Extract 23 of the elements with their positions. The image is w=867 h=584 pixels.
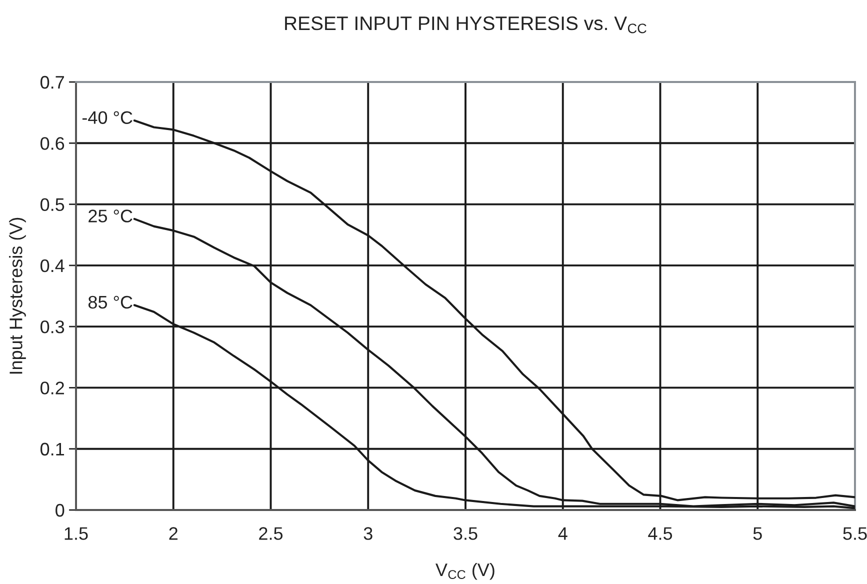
y-tick-label: 0.1 <box>40 442 64 456</box>
y-tick-label: 0.3 <box>40 320 64 334</box>
y-axis-title: Input Hysteresis (V) <box>9 218 26 374</box>
x-axis-title: V$_{CC}$ (V) <box>436 562 494 580</box>
y-tick-label: 0.4 <box>40 259 64 272</box>
x-tick-label: 3.5 <box>454 527 478 540</box>
series-label: 85 °C <box>88 296 132 309</box>
x-tick-label: 1.5 <box>64 527 88 540</box>
chart-title: RESET INPUT PIN HYSTERESIS vs. V$_{CC}$ <box>285 16 646 34</box>
x-tick-label: 5.5 <box>843 527 867 540</box>
y-tick-label: 0.6 <box>40 137 64 150</box>
x-tick-label: 3 <box>364 527 372 540</box>
x-tick-label: 2.5 <box>259 527 283 540</box>
x-tick-label: 5 <box>753 527 762 540</box>
series-label: 25 °C <box>88 210 132 222</box>
y-tick-label: 0.7 <box>40 76 64 89</box>
series-label: -40 °C <box>82 111 132 124</box>
y-tick-label: 0.2 <box>40 382 64 394</box>
y-tick-label: 0.5 <box>40 198 64 212</box>
x-tick-label: 4 <box>558 527 568 540</box>
y-tick-label: 0 <box>56 504 64 517</box>
x-tick-label: 4.5 <box>648 527 672 540</box>
x-tick-label: 2 <box>169 527 178 540</box>
